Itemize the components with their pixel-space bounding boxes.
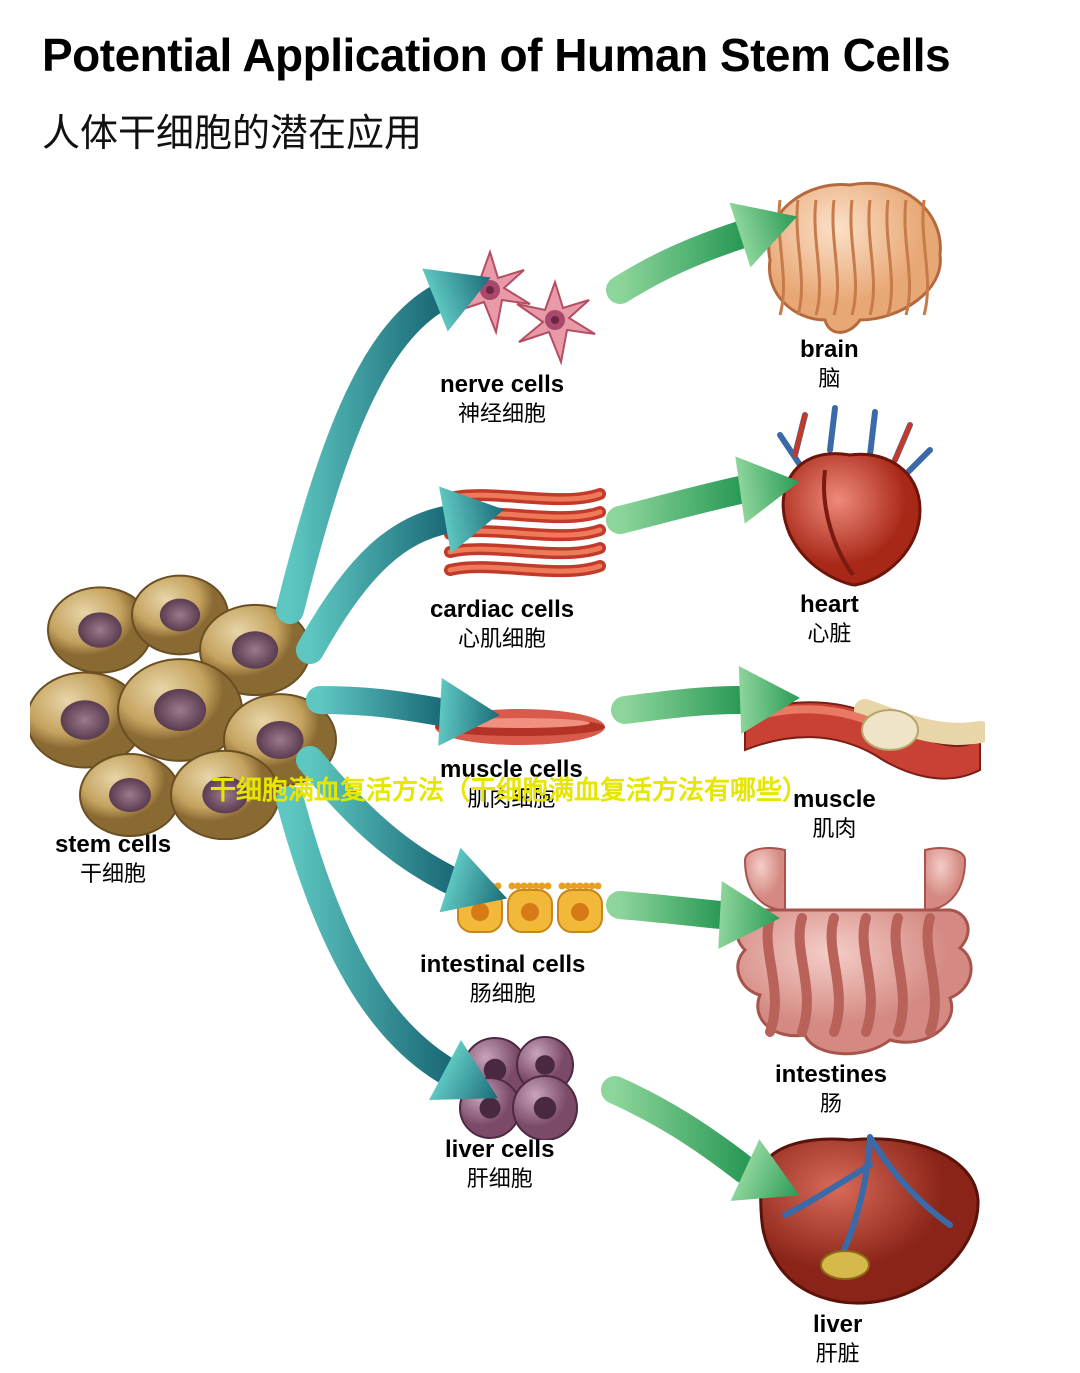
intestinal-cells-label: intestinal cells 肠细胞 xyxy=(420,950,585,1008)
cardiac-cells-label-zh: 心肌细胞 xyxy=(430,625,574,653)
muscle-label-zh: 肌肉 xyxy=(793,815,876,843)
liver-label: liver 肝脏 xyxy=(813,1310,862,1368)
brain-label: brain 脑 xyxy=(800,335,859,393)
liver-cells-illustration xyxy=(445,1030,605,1140)
intestines-label: intestines 肠 xyxy=(775,1060,887,1118)
title-zh: 人体干细胞的潜在应用 xyxy=(42,102,422,157)
stem-cells-label: stem cells 干细胞 xyxy=(55,830,171,888)
nerve-cells-illustration xyxy=(430,235,620,375)
intestinal-cells-illustration xyxy=(450,855,610,950)
intestinal-cells-label-en: intestinal cells xyxy=(420,950,585,980)
cardiac-cells-label: cardiac cells 心肌细胞 xyxy=(430,595,574,653)
liver-cells-label-zh: 肝细胞 xyxy=(445,1165,554,1193)
intestines-label-zh: 肠 xyxy=(775,1090,887,1118)
liver-label-en: liver xyxy=(813,1310,862,1340)
brain-label-zh: 脑 xyxy=(800,365,859,393)
heart-label-zh: 心脏 xyxy=(800,620,859,648)
brain-label-en: brain xyxy=(800,335,859,365)
nerve-cells-label: nerve cells 神经细胞 xyxy=(440,370,564,428)
liver-cells-label: liver cells 肝细胞 xyxy=(445,1135,554,1193)
intestines-label-en: intestines xyxy=(775,1060,887,1090)
watermark-text: 干细胞满血复活方法（干细胞满血复活方法有哪些） xyxy=(210,770,808,807)
stem-cells-label-zh: 干细胞 xyxy=(55,860,171,888)
diagram-stage: Potential Application of Human Stem Cell… xyxy=(0,0,1080,1373)
intestinal-cells-label-zh: 肠细胞 xyxy=(420,980,585,1008)
heart-label-en: heart xyxy=(800,590,859,620)
muscle-cells-illustration xyxy=(430,700,610,755)
title-en: Potential Application of Human Stem Cell… xyxy=(42,28,950,82)
liver-cells-label-en: liver cells xyxy=(445,1135,554,1165)
cardiac-cells-label-en: cardiac cells xyxy=(430,595,574,625)
cardiac-cells-illustration xyxy=(440,480,610,595)
nerve-cells-label-zh: 神经细胞 xyxy=(440,400,564,428)
heart-illustration xyxy=(735,400,965,590)
liver-illustration xyxy=(740,1125,990,1315)
brain-illustration xyxy=(740,170,960,340)
intestines-illustration xyxy=(715,840,995,1065)
heart-label: heart 心脏 xyxy=(800,590,859,648)
stem-cells-label-en: stem cells xyxy=(55,830,171,860)
nerve-cells-label-en: nerve cells xyxy=(440,370,564,400)
liver-label-zh: 肝脏 xyxy=(813,1340,862,1368)
